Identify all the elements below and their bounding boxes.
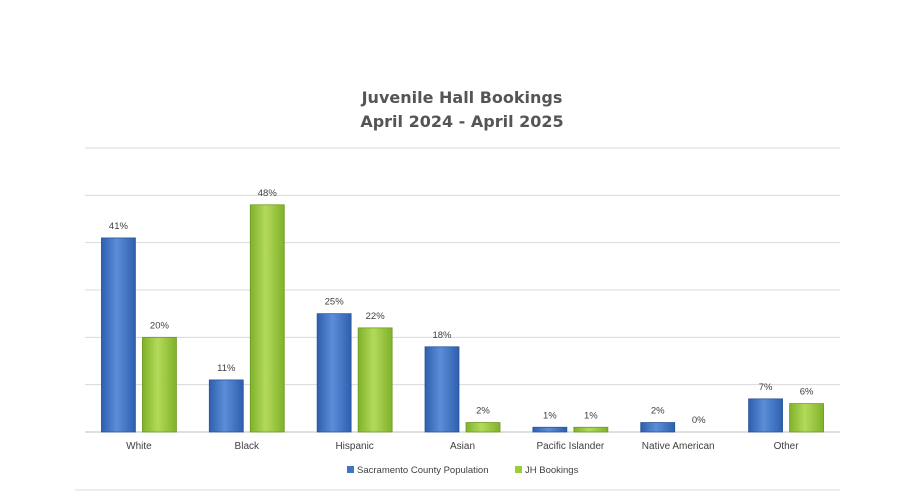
data-label-population-native-american: 2% bbox=[651, 406, 665, 417]
legend-swatch-population bbox=[347, 466, 354, 473]
legend-swatch-bookings bbox=[515, 466, 522, 473]
data-label-bookings-white: 20% bbox=[150, 320, 170, 331]
bar-bookings-white bbox=[142, 336, 177, 433]
bar-bookings-black bbox=[249, 204, 285, 433]
data-label-bookings-hispanic: 22% bbox=[366, 311, 386, 322]
x-tick-label-other: Other bbox=[774, 441, 800, 452]
chart-subtitle: April 2024 - April 2025 bbox=[360, 112, 563, 131]
data-label-population-other: 7% bbox=[759, 382, 773, 393]
bar-bookings-pacific-islander bbox=[573, 426, 609, 433]
chart-title: Juvenile Hall Bookings bbox=[361, 88, 563, 107]
data-label-bookings-black: 48% bbox=[258, 188, 278, 199]
data-label-bookings-native-american: 0% bbox=[692, 415, 706, 426]
x-tick-label-pacific-islander: Pacific Islander bbox=[536, 441, 604, 452]
data-label-population-hispanic: 25% bbox=[325, 297, 345, 308]
legend-label-bookings: JH Bookings bbox=[525, 465, 579, 476]
x-axis-tick-labels: White Black Hispanic Asian Pacific Islander N… bbox=[126, 441, 799, 452]
data-label-bookings-other: 6% bbox=[800, 387, 814, 398]
x-tick-label-native-american: Native American bbox=[642, 441, 715, 452]
data-label-bookings-pacific-islander: 1% bbox=[584, 410, 598, 421]
bars bbox=[101, 204, 824, 433]
bar-bookings-hispanic bbox=[357, 327, 393, 433]
data-labels: 41% 20% 11% 48% 25% 22% 18% 2% 1% 1% 2% 0% 7% 6% bbox=[109, 188, 814, 426]
bar-population-asian bbox=[424, 346, 460, 433]
data-label-bookings-asian: 2% bbox=[476, 406, 490, 417]
data-label-population-asian: 18% bbox=[432, 330, 452, 341]
bar-population-other bbox=[748, 398, 783, 433]
bar-bookings-other bbox=[789, 403, 824, 433]
data-label-population-white: 41% bbox=[109, 221, 129, 232]
bar-population-black bbox=[208, 379, 244, 433]
x-tick-label-black: Black bbox=[235, 441, 260, 452]
bar-bookings-asian bbox=[465, 422, 501, 433]
legend-label-population: Sacramento County Population bbox=[357, 465, 489, 476]
x-tick-label-hispanic: Hispanic bbox=[335, 441, 373, 452]
x-tick-label-asian: Asian bbox=[450, 441, 475, 452]
bar-population-hispanic bbox=[316, 313, 352, 433]
gridlines bbox=[85, 147, 840, 433]
bar-population-native-american bbox=[640, 422, 676, 433]
bar-population-pacific-islander bbox=[532, 426, 568, 433]
bar-population-white bbox=[101, 237, 136, 433]
data-label-population-pacific-islander: 1% bbox=[543, 410, 557, 421]
data-label-population-black: 11% bbox=[217, 363, 236, 374]
x-tick-label-white: White bbox=[126, 441, 152, 452]
legend: Sacramento County Population JH Bookings bbox=[347, 465, 579, 476]
